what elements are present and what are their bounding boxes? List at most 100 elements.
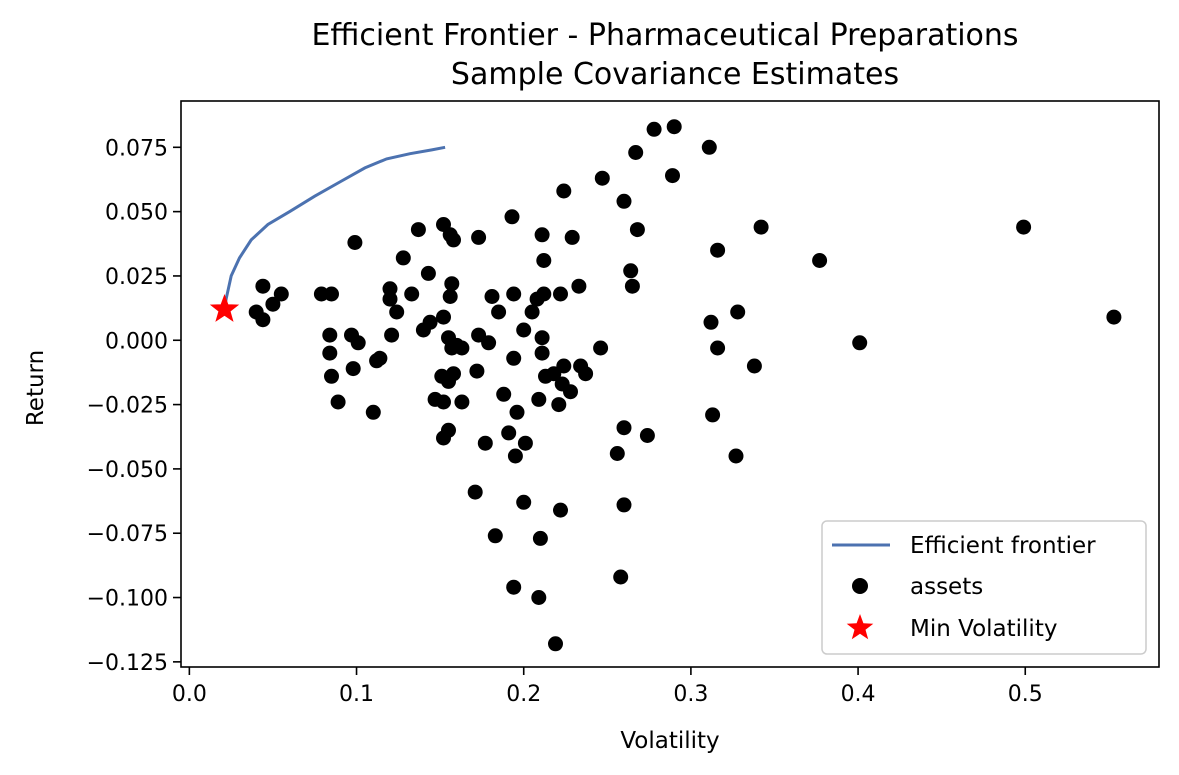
asset-point	[467, 484, 483, 500]
asset-point	[531, 590, 547, 605]
asset-point	[347, 235, 363, 250]
asset-point	[507, 448, 523, 464]
asset-point	[616, 193, 632, 209]
asset-point	[546, 366, 562, 382]
asset-point	[529, 291, 545, 307]
asset-point	[812, 253, 828, 268]
legend-assets-swatch	[852, 578, 868, 594]
asset-point	[666, 119, 682, 135]
y-axis-label: Return	[23, 350, 49, 426]
asset-point	[384, 327, 400, 343]
asset-point	[436, 394, 451, 410]
asset-point	[324, 368, 339, 384]
chart-subtitle: Sample Covariance Estimates	[451, 57, 899, 92]
legend-min-volatility-label: Min Volatility	[910, 616, 1057, 642]
asset-point	[444, 276, 460, 292]
x-tick-label: 0.5	[1008, 682, 1043, 707]
asset-point	[701, 139, 717, 155]
asset-point	[436, 430, 451, 446]
efficient-frontier-line	[223, 145, 446, 310]
asset-point	[710, 242, 726, 258]
asset-point	[365, 404, 381, 420]
asset-point	[395, 250, 411, 266]
asset-point	[410, 222, 426, 238]
asset-point	[454, 340, 470, 356]
asset-point	[705, 407, 721, 423]
asset-point	[436, 309, 451, 325]
asset-point	[534, 345, 550, 361]
asset-point	[420, 265, 436, 281]
asset-point	[646, 121, 662, 137]
asset-point	[382, 281, 398, 297]
asset-point	[564, 229, 580, 245]
legend: Efficient frontier assets Min Volatility	[821, 520, 1147, 655]
asset-point	[852, 335, 868, 351]
asset-point	[369, 353, 385, 369]
asset-point	[350, 335, 366, 351]
asset-point	[454, 394, 470, 410]
legend-box	[821, 520, 1147, 655]
asset-point	[477, 435, 493, 451]
asset-point	[616, 497, 632, 513]
y-tick-label: −0.100	[87, 587, 168, 612]
asset-point	[255, 278, 271, 294]
asset-point	[730, 304, 746, 320]
asset-point	[534, 330, 550, 346]
asset-point	[534, 227, 550, 243]
asset-point	[593, 340, 609, 356]
y-tick-label: −0.075	[87, 522, 168, 547]
asset-point	[330, 394, 346, 410]
legend-min-volatility-swatch	[846, 614, 874, 640]
min-volatility-star-marker	[209, 293, 240, 322]
asset-point	[255, 312, 271, 328]
asset-point	[481, 335, 497, 351]
asset-point	[501, 425, 517, 441]
asset-point	[703, 314, 719, 330]
asset-point	[322, 345, 338, 361]
asset-point	[389, 304, 405, 320]
asset-point	[553, 286, 568, 302]
asset-point	[382, 291, 398, 307]
x-axis-label: Volatility	[620, 728, 719, 754]
asset-point	[531, 391, 547, 407]
asset-point	[551, 397, 567, 413]
asset-point	[516, 322, 532, 338]
asset-point	[516, 494, 532, 510]
y-tick-label: 0.000	[105, 329, 168, 354]
x-axis-ticks: 0.0 0.1 0.2 0.3 0.4 0.5	[172, 667, 1043, 707]
y-tick-label: 0.050	[105, 201, 168, 226]
y-tick-label: 0.025	[105, 265, 168, 290]
asset-point	[322, 327, 338, 343]
asset-point	[553, 502, 568, 518]
asset-point	[578, 366, 594, 382]
asset-point	[471, 229, 487, 245]
asset-point	[594, 170, 610, 186]
asset-point	[506, 579, 522, 595]
asset-point	[506, 350, 522, 366]
asset-point	[746, 358, 762, 374]
asset-point	[524, 304, 540, 320]
asset-point	[484, 289, 500, 304]
asset-point	[753, 219, 769, 235]
asset-point	[710, 340, 726, 356]
y-tick-label: −0.125	[87, 651, 168, 676]
y-tick-label: −0.050	[87, 458, 168, 483]
asset-point	[628, 145, 644, 160]
asset-point	[442, 289, 458, 304]
y-axis-ticks: 0.075 0.050 0.025 0.000 −0.025 −0.050 −0.075 −0…	[87, 136, 181, 676]
x-tick-label: 0.2	[506, 682, 541, 707]
asset-point	[563, 384, 578, 400]
asset-point	[1106, 309, 1122, 325]
asset-point	[1016, 219, 1032, 235]
asset-point	[469, 363, 485, 379]
asset-point	[639, 428, 655, 443]
asset-point	[517, 435, 533, 451]
y-tick-label: 0.075	[105, 136, 168, 161]
asset-point	[509, 404, 525, 420]
asset-point	[446, 232, 461, 248]
asset-point	[404, 286, 420, 302]
asset-point	[532, 530, 548, 546]
plot-frame	[180, 100, 1160, 668]
asset-point	[728, 448, 744, 464]
